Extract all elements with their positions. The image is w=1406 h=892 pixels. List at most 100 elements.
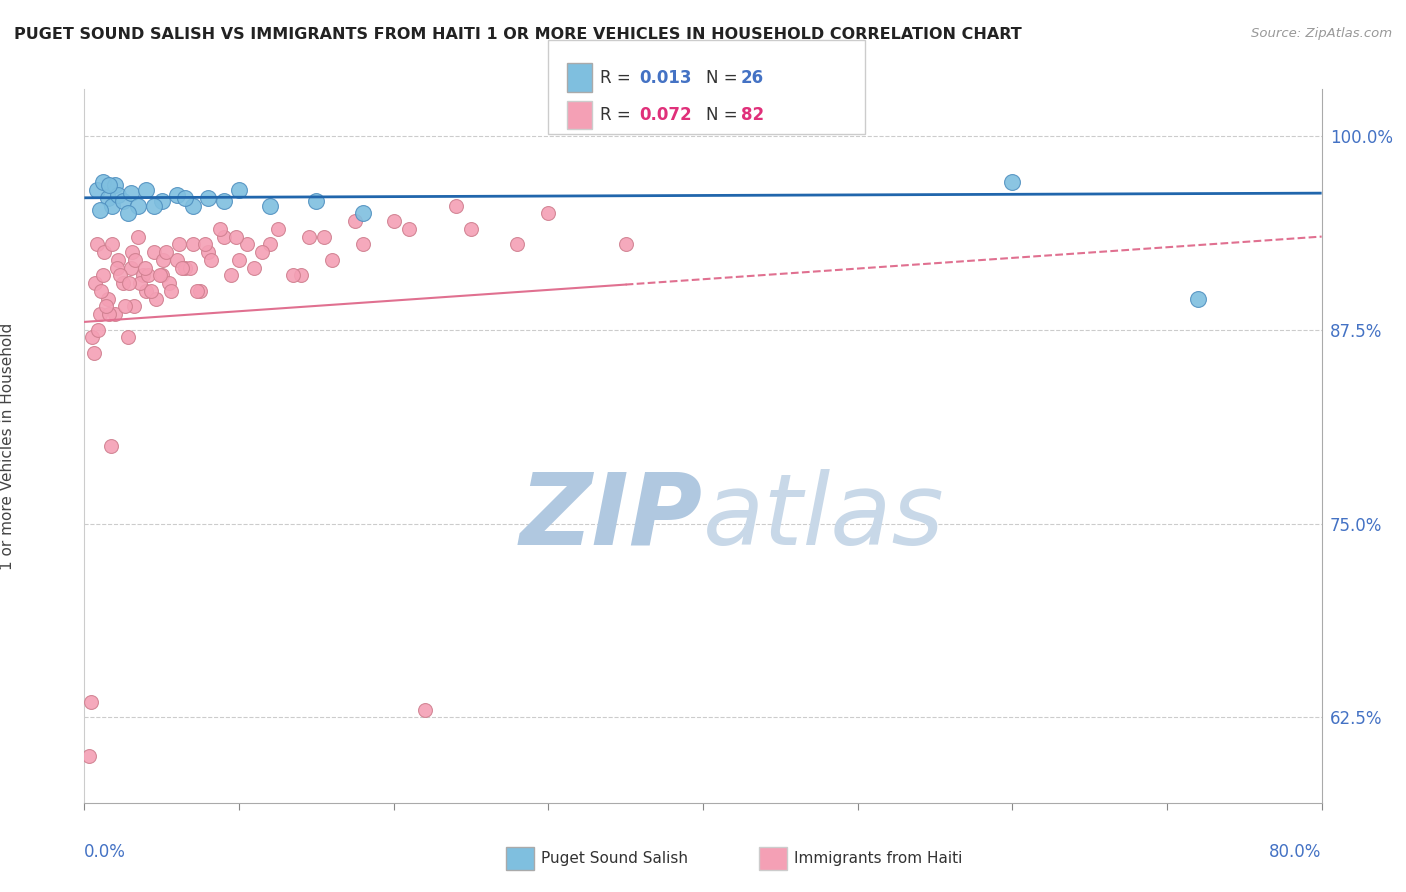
Point (87, 323, 110, 337)
Point (179, 260, 201, 275)
Point (444, 198, 467, 212)
Point (1001, 175, 1024, 189)
Point (188, 284, 212, 298)
Point (321, 252, 343, 267)
Point (149, 268, 172, 283)
Point (167, 237, 190, 252)
Point (108, 268, 131, 283)
Point (112, 276, 135, 290)
Text: R =: R = (600, 106, 637, 124)
Point (174, 260, 197, 275)
Point (225, 229, 247, 244)
Point (91, 175, 114, 189)
Point (145, 292, 167, 306)
Point (1187, 292, 1209, 306)
Text: Source: ZipAtlas.com: Source: ZipAtlas.com (1251, 27, 1392, 40)
Text: R =: R = (600, 69, 637, 87)
Point (194, 237, 217, 252)
Point (112, 194, 135, 208)
Point (228, 183, 250, 197)
Point (118, 276, 141, 290)
Point (352, 237, 374, 252)
Point (105, 260, 128, 275)
Point (90, 284, 112, 298)
Point (83, 346, 105, 360)
Text: N =: N = (706, 69, 742, 87)
Point (614, 237, 637, 252)
Point (96, 292, 118, 306)
Point (127, 229, 149, 244)
Point (129, 276, 152, 290)
Point (124, 252, 146, 267)
Point (136, 268, 159, 283)
Text: Puget Sound Salish: Puget Sound Salish (541, 851, 689, 866)
Point (281, 268, 305, 283)
Point (77, 749, 100, 764)
Point (86, 237, 108, 252)
Point (121, 245, 143, 260)
Text: atlas: atlas (703, 469, 945, 566)
Point (305, 194, 328, 208)
Point (221, 268, 243, 283)
Y-axis label: 1 or more Vehicles in Household: 1 or more Vehicles in Household (0, 322, 15, 570)
Point (155, 245, 177, 260)
Point (107, 187, 129, 202)
Point (150, 268, 173, 283)
Point (506, 237, 529, 252)
Text: N =: N = (706, 106, 742, 124)
Point (114, 299, 136, 313)
Point (181, 237, 204, 252)
Point (89, 203, 111, 218)
Point (197, 191, 219, 205)
Point (79, 695, 101, 709)
Point (98, 178, 121, 193)
Point (98, 307, 121, 321)
Text: ZIP: ZIP (520, 469, 703, 566)
Point (104, 307, 127, 321)
Point (212, 194, 235, 208)
Point (139, 284, 162, 298)
Point (127, 198, 149, 212)
Point (460, 222, 482, 236)
Point (174, 191, 197, 205)
Text: 0.072: 0.072 (640, 106, 692, 124)
Point (91, 268, 114, 283)
Point (413, 703, 436, 717)
Point (212, 229, 235, 244)
Text: 80.0%: 80.0% (1270, 843, 1322, 861)
Point (93, 245, 115, 260)
Text: PUGET SOUND SALISH VS IMMIGRANTS FROM HAITI 1 OR MORE VEHICLES IN HOUSEHOLD CORR: PUGET SOUND SALISH VS IMMIGRANTS FROM HA… (14, 27, 1022, 42)
Point (235, 237, 259, 252)
Point (134, 260, 156, 275)
Point (152, 252, 174, 267)
Point (352, 206, 374, 220)
Point (117, 330, 139, 344)
Point (82, 330, 104, 344)
Point (290, 268, 312, 283)
Point (143, 198, 166, 212)
Point (537, 206, 560, 220)
Point (228, 252, 250, 267)
Point (86, 183, 108, 197)
Point (84, 276, 107, 290)
Point (100, 439, 122, 453)
Point (200, 252, 222, 267)
Text: 82: 82 (741, 106, 763, 124)
Point (104, 178, 127, 193)
Point (120, 260, 142, 275)
Point (243, 260, 266, 275)
Point (150, 194, 173, 208)
Point (166, 252, 188, 267)
Point (89, 307, 111, 321)
Point (382, 214, 405, 228)
Point (132, 268, 155, 283)
Point (94, 299, 117, 313)
Point (250, 245, 273, 260)
Point (181, 198, 204, 212)
Text: 0.0%: 0.0% (84, 843, 127, 861)
Text: 0.013: 0.013 (640, 69, 692, 87)
Point (170, 260, 193, 275)
Point (344, 214, 367, 228)
Point (314, 229, 336, 244)
Point (298, 229, 321, 244)
